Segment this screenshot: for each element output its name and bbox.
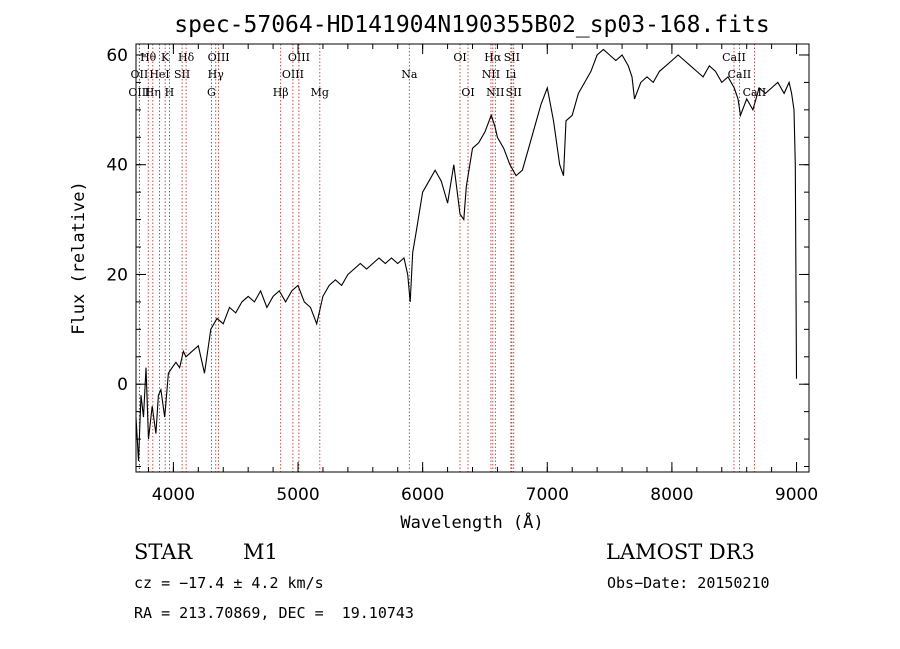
line-label: Li (505, 68, 516, 81)
emission-line-markers (138, 44, 755, 472)
line-label: Hα (484, 51, 502, 64)
line-label: H (165, 86, 175, 99)
line-label: Hη (145, 86, 161, 99)
y-tick-label: 20 (106, 265, 128, 285)
x-tick-label: 7000 (526, 485, 569, 505)
line-label: SII (506, 86, 522, 99)
line-label: G (207, 86, 216, 99)
line-label: OI (453, 51, 466, 64)
object-subclass: M1 (243, 540, 278, 564)
line-label: HeI (149, 68, 169, 81)
axis-ticks: 4000 5000 6000 7000 8000 9000 0 20 40 60 (106, 44, 818, 505)
line-label: CaII (728, 68, 752, 81)
line-label: SII (174, 68, 190, 81)
line-label: Na (401, 68, 418, 81)
line-label: Hδ (178, 51, 195, 64)
line-label: CaII (743, 86, 767, 99)
line-label: OIII (128, 86, 150, 99)
y-tick-label: 60 (106, 46, 128, 66)
line-label: Mg (311, 86, 329, 99)
survey-name: LAMOST DR3 (606, 540, 755, 564)
line-label: OI (461, 86, 474, 99)
line-label: Hθ (140, 51, 157, 64)
line-label: Hβ (273, 86, 289, 99)
y-tick-label: 0 (117, 375, 128, 395)
line-label: OIII (282, 68, 304, 81)
x-tick-label: 6000 (401, 485, 444, 505)
line-label: OII (131, 68, 149, 81)
line-label: K (161, 51, 170, 64)
x-tick-label: 8000 (650, 485, 693, 505)
flux-series-line (135, 48, 798, 462)
observation-date: Obs−Date: 20150210 (607, 574, 770, 592)
line-label: CaII (722, 51, 746, 64)
line-label: Hγ (208, 68, 225, 81)
line-label: OIII (208, 51, 230, 64)
line-label: SII (504, 51, 520, 64)
line-label: NII (486, 86, 504, 99)
sky-coordinates: RA = 213.70869, DEC = 19.10743 (134, 604, 414, 622)
chart-title: spec-57064-HD141904N190355B02_sp03-168.f… (174, 12, 769, 38)
redshift-velocity: cz = −17.4 ± 4.2 km/s (134, 574, 324, 592)
y-tick-label: 40 (106, 156, 128, 176)
plot-frame (135, 43, 810, 473)
object-class: STAR (134, 540, 193, 564)
x-axis-label: Wavelength (Å) (400, 511, 543, 533)
x-tick-label: 4000 (152, 485, 195, 505)
x-tick-label: 5000 (276, 485, 319, 505)
x-tick-label: 9000 (775, 485, 818, 505)
line-label: NII (482, 68, 500, 81)
line-label: OIII (288, 51, 310, 64)
y-axis-label: Flux (relative) (69, 181, 89, 335)
